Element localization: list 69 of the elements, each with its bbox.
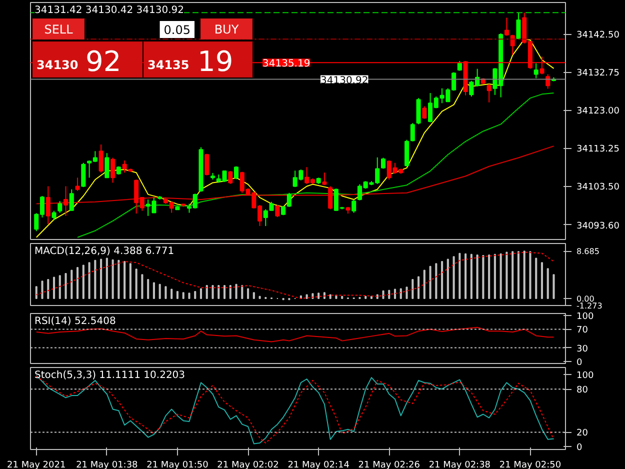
candlestick xyxy=(75,177,80,192)
candlestick xyxy=(98,144,104,174)
candlestick xyxy=(275,204,280,218)
line-series xyxy=(77,92,554,238)
candlestick xyxy=(64,186,68,216)
candlestick xyxy=(546,74,550,90)
candlestick xyxy=(286,192,292,208)
x-tick-label: 21 May 01:38 xyxy=(76,460,138,469)
candlestick xyxy=(234,166,239,180)
y-tick-label: 30 xyxy=(576,344,588,354)
x-tick-label: 21 May 02:38 xyxy=(428,460,491,469)
candlestick xyxy=(46,186,50,225)
y-tick-label: 100 xyxy=(576,371,594,382)
annotation: 34130 xyxy=(36,58,78,72)
candlestick xyxy=(504,17,509,36)
y-tick-label: 0.00 xyxy=(576,294,594,304)
candlestick xyxy=(322,172,327,186)
y-tick-label: 34142.50 xyxy=(576,30,620,41)
y-tick-label: 34103.50 xyxy=(576,182,620,193)
ref-line-label: 34130.92 xyxy=(320,75,368,86)
x-tick-label: 21 May 02:14 xyxy=(288,460,350,469)
candlestick xyxy=(81,162,86,188)
candlestick xyxy=(516,12,521,40)
x-tick-label: 21 May 02:50 xyxy=(499,460,562,469)
y-tick-label: 8.685 xyxy=(576,247,600,256)
candlestick xyxy=(52,210,56,221)
x-tick-label: 21 May 02:02 xyxy=(217,460,279,469)
y-tick-label: 34132.75 xyxy=(576,68,620,79)
x-tick-label: 21 May 2021 xyxy=(7,460,66,469)
y-tick-label: 0 xyxy=(576,443,582,454)
y-tick-label: -1.273 xyxy=(576,302,602,310)
line-series xyxy=(36,146,554,204)
y-tick-label: 34093.60 xyxy=(576,221,620,232)
candlestick xyxy=(410,122,415,142)
candlestick xyxy=(69,188,74,212)
annotation: BUY xyxy=(214,22,240,36)
candlestick xyxy=(416,98,421,125)
candlestick xyxy=(534,62,538,79)
annotation: 92 xyxy=(86,45,122,78)
line-series xyxy=(36,326,554,342)
chart-title: 34131.42 34130.42 34130.92 xyxy=(34,5,184,16)
x-tick-label: 21 May 02:26 xyxy=(358,460,420,469)
x-tick-label: 21 May 01:50 xyxy=(146,460,209,469)
chart-title: MACD(12,26,9) 4.388 6.771 xyxy=(34,246,174,257)
annotation: 34135 xyxy=(148,58,190,72)
annotation: 19 xyxy=(198,45,234,78)
candlestick xyxy=(58,200,62,214)
chart-title: Stoch(5,3,3) 11.1111 10.2203 xyxy=(34,370,186,381)
candlestick xyxy=(422,106,427,120)
candlestick xyxy=(486,84,492,103)
y-tick-label: 34113.25 xyxy=(576,144,620,155)
candlestick xyxy=(328,186,333,210)
chart-title: RSI(14) 52.5408 xyxy=(34,316,116,327)
candlestick xyxy=(122,160,127,174)
line-series xyxy=(36,38,554,238)
y-tick-label: 100 xyxy=(576,312,594,322)
candlestick xyxy=(204,153,210,176)
candlestick xyxy=(457,60,462,72)
y-tick-label: 20 xyxy=(576,428,588,439)
y-tick-label: 34123.00 xyxy=(576,106,620,117)
y-tick-label: 0 xyxy=(576,358,582,368)
annotation: 0.05 xyxy=(164,23,190,37)
y-tick-label: 70 xyxy=(576,326,588,336)
candlestick xyxy=(104,152,110,178)
candlestick xyxy=(110,157,116,184)
y-tick-label: 80 xyxy=(576,386,588,396)
annotation: SELL xyxy=(44,22,74,36)
candlestick xyxy=(228,170,233,184)
candlestick xyxy=(352,199,356,214)
